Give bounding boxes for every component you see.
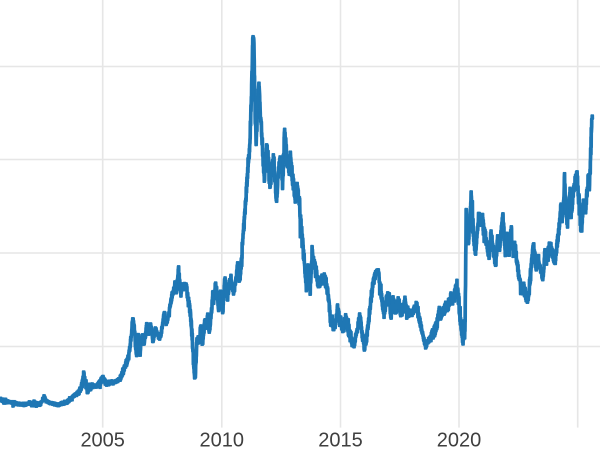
svg-text:2020: 2020	[437, 430, 482, 450]
svg-text:2015: 2015	[318, 430, 363, 450]
svg-text:2005: 2005	[80, 430, 125, 450]
svg-text:2010: 2010	[200, 430, 245, 450]
